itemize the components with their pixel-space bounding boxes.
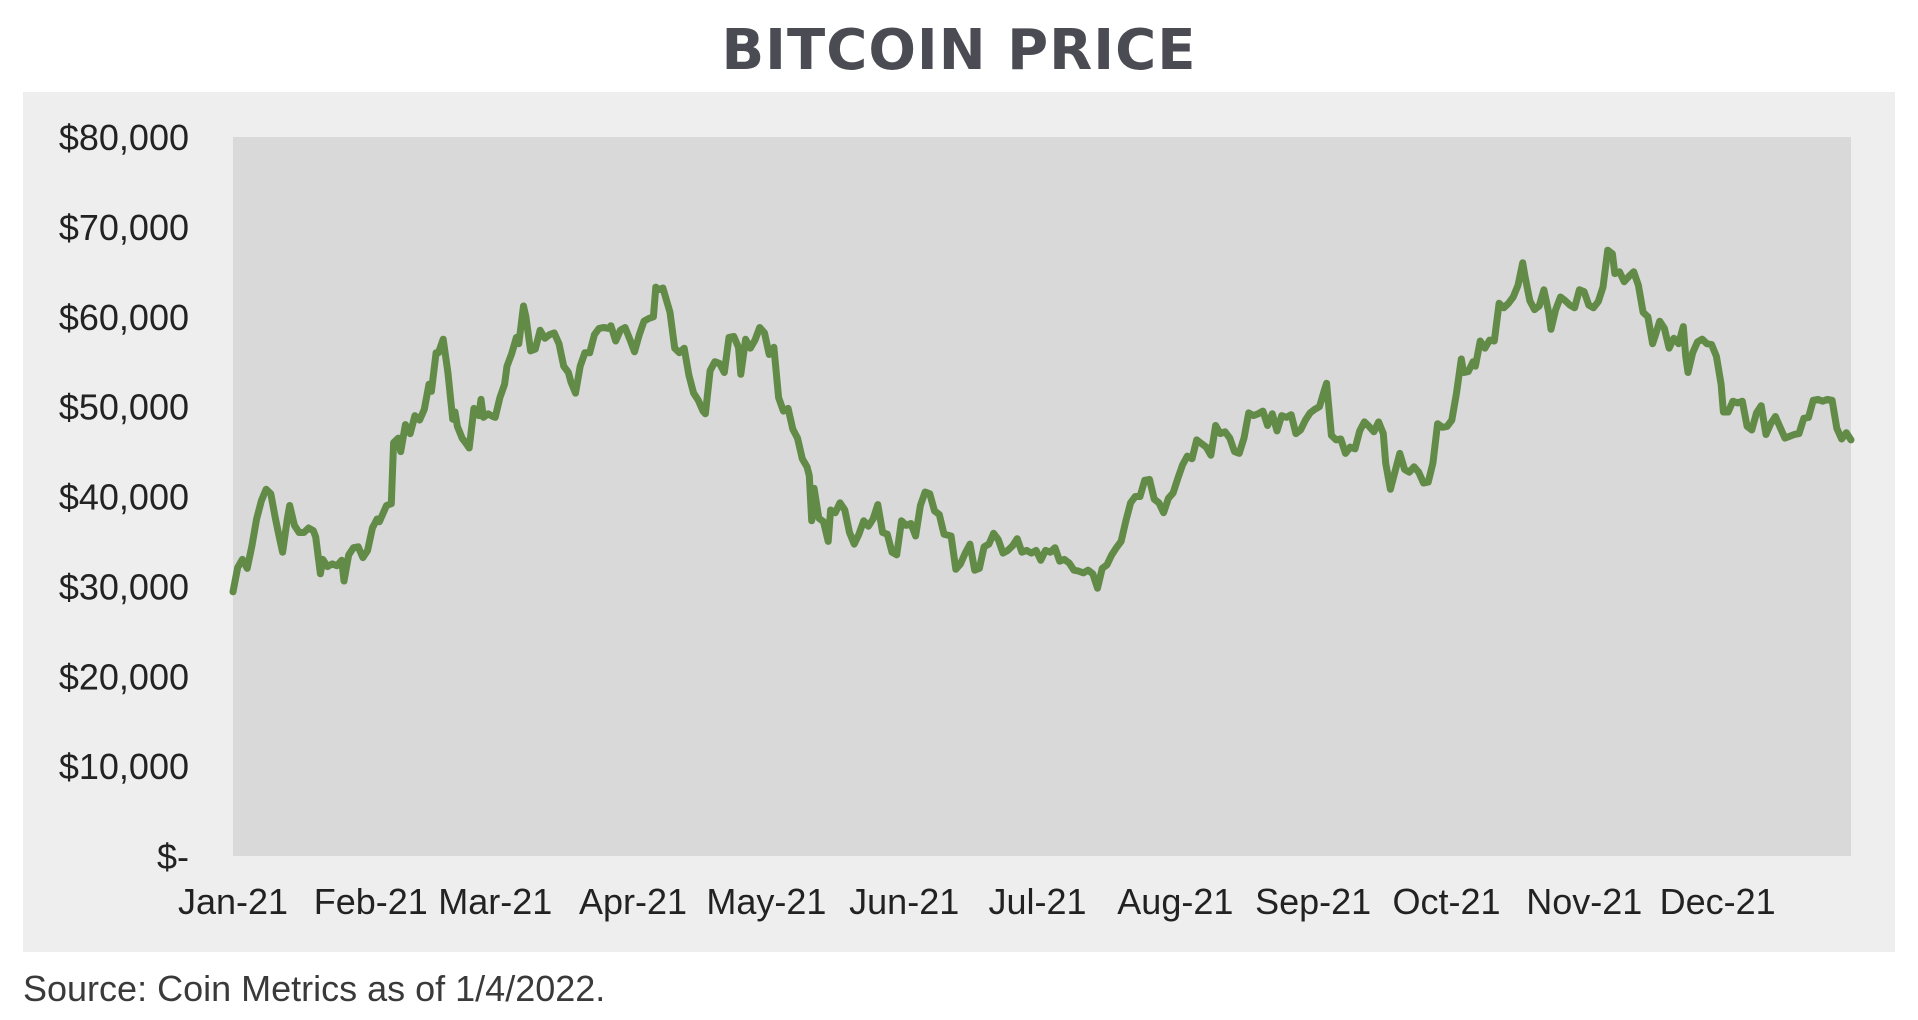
y-tick-label: $10,000	[59, 746, 189, 787]
x-tick-label: Mar-21	[438, 881, 552, 922]
y-tick-label: $30,000	[59, 566, 189, 607]
x-tick-label: Jul-21	[989, 881, 1087, 922]
x-tick-label: Jun-21	[849, 881, 959, 922]
chart-title: BITCOIN PRICE	[721, 18, 1197, 83]
bitcoin-price-chart: $- $10,000 $20,000 $30,000 $40,000 $50,000 $60…	[59, 117, 1855, 922]
x-tick-label: Oct-21	[1392, 881, 1500, 922]
y-tick-label: $40,000	[59, 477, 189, 518]
y-tick-label: $50,000	[59, 387, 189, 428]
source-note: Source: Coin Metrics as of 1/4/2022.	[23, 968, 606, 1009]
plot-background	[233, 137, 1851, 856]
y-tick-label: $-	[157, 836, 189, 877]
x-tick-label: Sep-21	[1255, 881, 1371, 922]
x-tick-label: Dec-21	[1660, 881, 1776, 922]
x-tick-label: Nov-21	[1526, 881, 1642, 922]
y-tick-label: $70,000	[59, 207, 189, 248]
x-tick-label: Jan-21	[178, 881, 288, 922]
price-line	[229, 246, 1855, 596]
y-tick-label: $80,000	[59, 117, 189, 158]
x-tick-label: Apr-21	[579, 881, 687, 922]
y-tick-label: $60,000	[59, 297, 189, 338]
y-tick-label: $20,000	[59, 656, 189, 697]
x-tick-label: May-21	[706, 881, 826, 922]
x-tick-label: Feb-21	[314, 881, 428, 922]
x-tick-label: Aug-21	[1117, 881, 1233, 922]
